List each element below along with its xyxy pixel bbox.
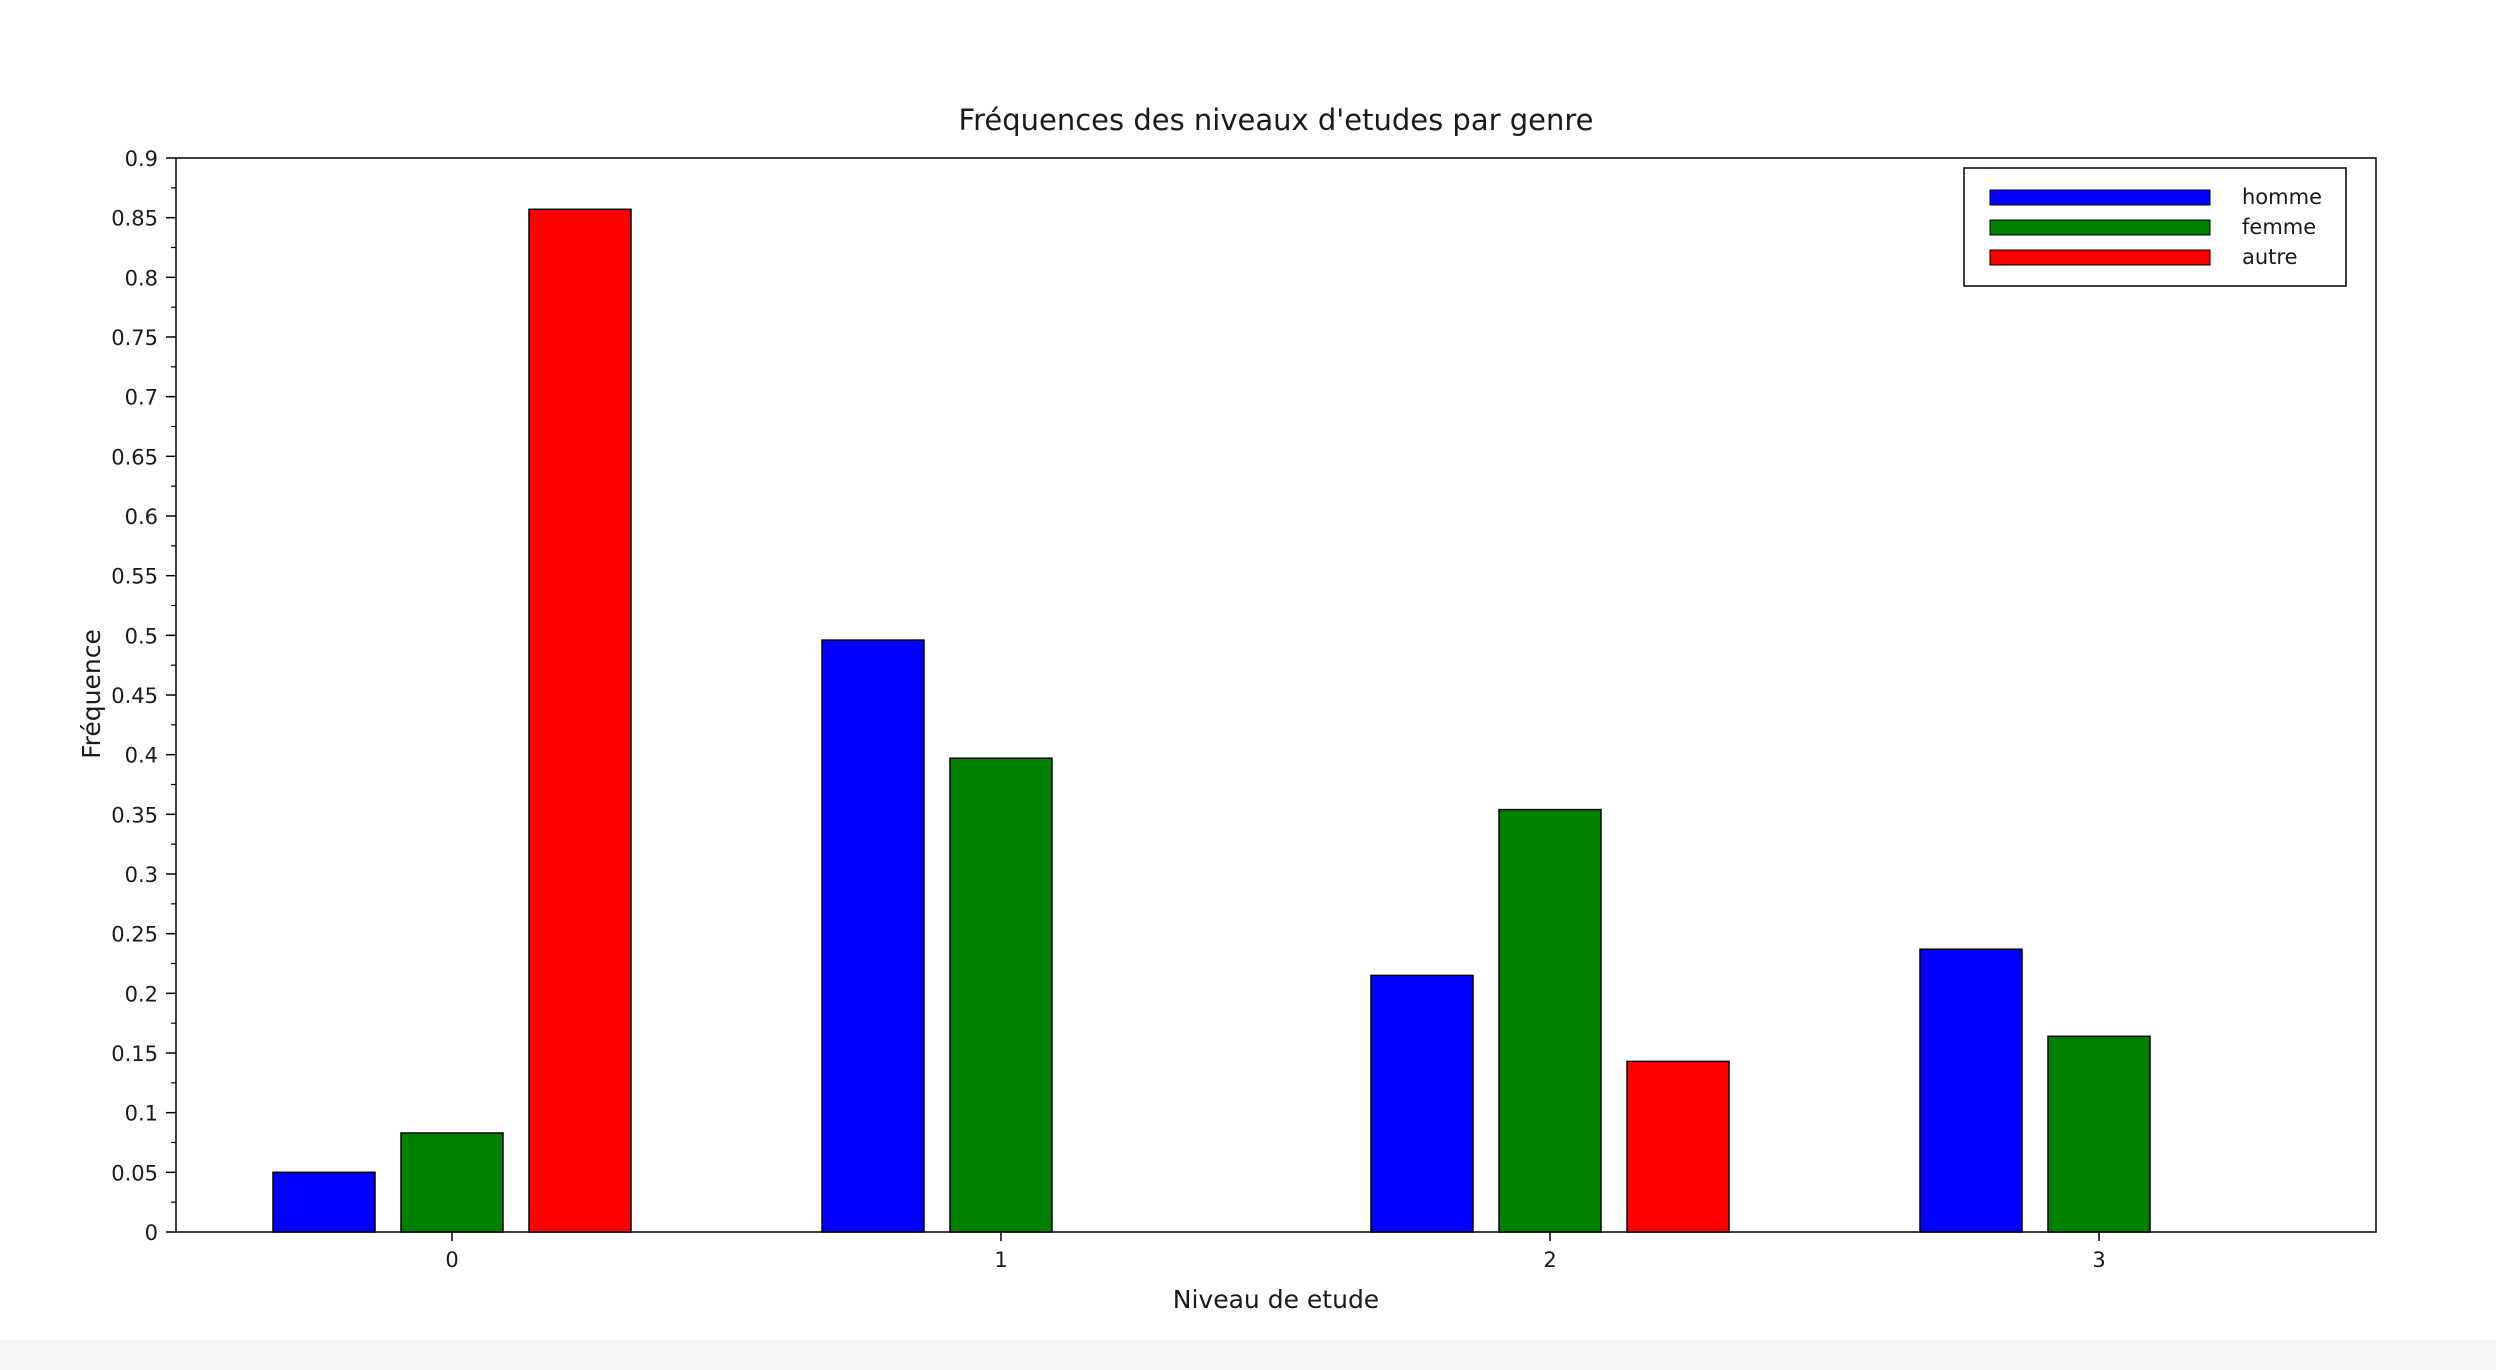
legend-label-homme: homme	[2242, 185, 2322, 209]
x-tick-label: 2	[1543, 1248, 1556, 1272]
x-tick-label: 3	[2092, 1248, 2105, 1272]
y-tick-label: 0.7	[125, 386, 158, 410]
bar-chart: Fréquences des niveaux d'etudes par genr…	[77, 103, 2377, 1314]
y-tick-label: 0.4	[125, 744, 158, 768]
bar-homme-0	[272, 1171, 376, 1233]
x-tick-label: 1	[994, 1248, 1007, 1272]
y-tick-label: 0.3	[125, 863, 158, 887]
bar-autre-2	[1626, 1060, 1730, 1233]
y-tick-label: 0.75	[111, 326, 158, 350]
y-tick-label: 0.5	[125, 624, 158, 648]
y-tick-label: 0.05	[111, 1161, 158, 1185]
bar-femme-3	[2047, 1035, 2151, 1233]
bar-femme-0	[400, 1132, 504, 1233]
legend-swatch-autre	[1989, 249, 2211, 266]
y-tick-label: 0.6	[125, 505, 158, 529]
legend-swatch-homme	[1989, 189, 2211, 206]
axes-layer: 0 0.05 0.1 0.15 0.2 0.25 0.3 0.35 0.4 0.45 0.5 0.55…	[111, 147, 2377, 1272]
bar-homme-1	[821, 639, 925, 1233]
legend-label-femme: femme	[2242, 215, 2316, 239]
y-tick-label: 0.45	[111, 684, 158, 708]
bar-homme-2	[1370, 974, 1474, 1233]
chart-title: Fréquences des niveaux d'etudes par genr…	[959, 103, 1594, 137]
footer-strip	[0, 1340, 2496, 1370]
y-tick-label: 0.25	[111, 923, 158, 947]
y-tick-label: 0.2	[125, 982, 158, 1006]
chart-area: Fréquences des niveaux d'etudes par genr…	[77, 103, 2377, 1314]
plot-frame	[175, 157, 2377, 1233]
bar-autre-0	[528, 208, 632, 1233]
x-axis-label: Niveau de etude	[1173, 1285, 1379, 1314]
y-axis-label: Fréquence	[77, 629, 106, 759]
bar-femme-2	[1498, 808, 1602, 1233]
y-tick-label: 0	[145, 1221, 158, 1245]
bars-layer	[272, 208, 2151, 1233]
y-tick-label: 0.1	[125, 1102, 158, 1126]
x-tick-label: 0	[445, 1248, 458, 1272]
legend-label-autre: autre	[2242, 245, 2298, 269]
bar-homme-3	[1919, 948, 2023, 1233]
y-tick-label: 0.65	[111, 445, 158, 469]
y-tick-label: 0.15	[111, 1042, 158, 1066]
bar-femme-1	[949, 757, 1053, 1233]
y-tick-label: 0.9	[125, 147, 158, 171]
legend: homme femme autre	[1963, 167, 2347, 287]
y-tick-label: 0.55	[111, 565, 158, 589]
y-tick-label: 0.85	[111, 207, 158, 231]
y-tick-label: 0.8	[125, 266, 158, 290]
legend-swatch-femme	[1989, 219, 2211, 236]
y-tick-label: 0.35	[111, 803, 158, 827]
